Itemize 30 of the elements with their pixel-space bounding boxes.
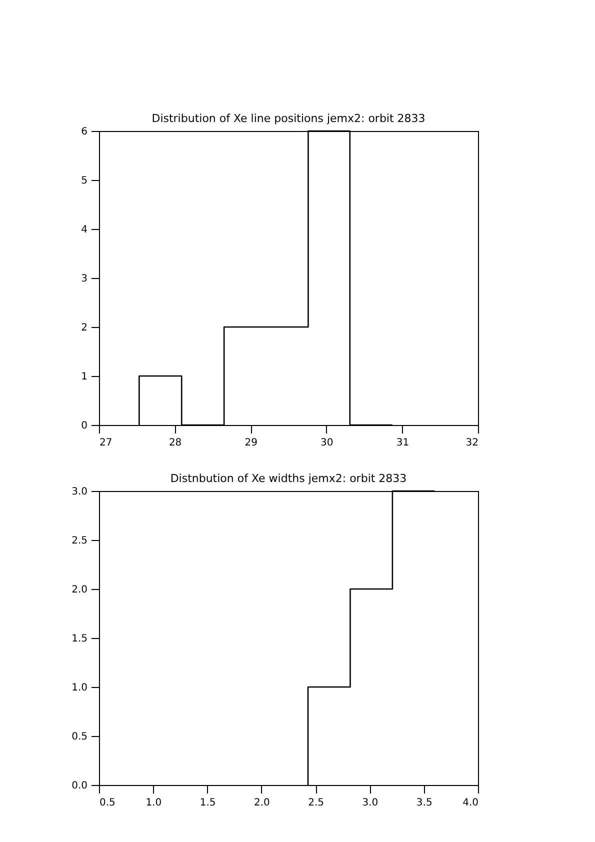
y-tick-label: 0.5 bbox=[72, 732, 88, 742]
x-tick-label: 29 bbox=[244, 438, 258, 448]
y-tick-label: 3 bbox=[81, 274, 88, 284]
x-tick-label: 4.0 bbox=[462, 798, 478, 808]
x-tick-label: 28 bbox=[168, 438, 182, 448]
x-tick-label: 3.0 bbox=[362, 798, 378, 808]
x-tick-label: 1.0 bbox=[146, 798, 162, 808]
y-tick-label: 2 bbox=[81, 322, 88, 334]
y-tick-label: 6 bbox=[81, 126, 88, 138]
y-tick-label: 5 bbox=[81, 176, 88, 186]
y-tick-label: 3.0 bbox=[72, 486, 88, 498]
x-tick-label: 31 bbox=[396, 438, 410, 448]
y-tick-label: 1 bbox=[81, 372, 88, 382]
y-tick-label: 0 bbox=[81, 420, 88, 432]
x-tick-label: 1.5 bbox=[200, 798, 216, 808]
x-tick-label: 2.0 bbox=[254, 798, 270, 808]
chart-title: Distnbution of Xe widths jemx2: orbit 2833 bbox=[170, 472, 407, 485]
chart-title: Distribution of Xe line positions jemx2: orbit 2833 bbox=[152, 112, 426, 125]
y-tick-label: 1.5 bbox=[72, 634, 88, 644]
x-tick-label: 27 bbox=[100, 438, 112, 448]
y-tick-label: 2.5 bbox=[72, 536, 88, 546]
x-tick-label: 0.5 bbox=[100, 798, 116, 808]
x-tick-label: 32 bbox=[466, 438, 478, 448]
x-tick-label: 3.5 bbox=[416, 798, 432, 808]
y-tick-label: 4 bbox=[81, 224, 88, 236]
y-tick-label: 0.0 bbox=[72, 780, 88, 792]
x-tick-label: 30 bbox=[320, 438, 334, 448]
y-tick-label: 1.0 bbox=[72, 682, 88, 694]
x-tick-label: 2.5 bbox=[308, 798, 324, 808]
y-tick-label: 2.0 bbox=[72, 584, 88, 596]
